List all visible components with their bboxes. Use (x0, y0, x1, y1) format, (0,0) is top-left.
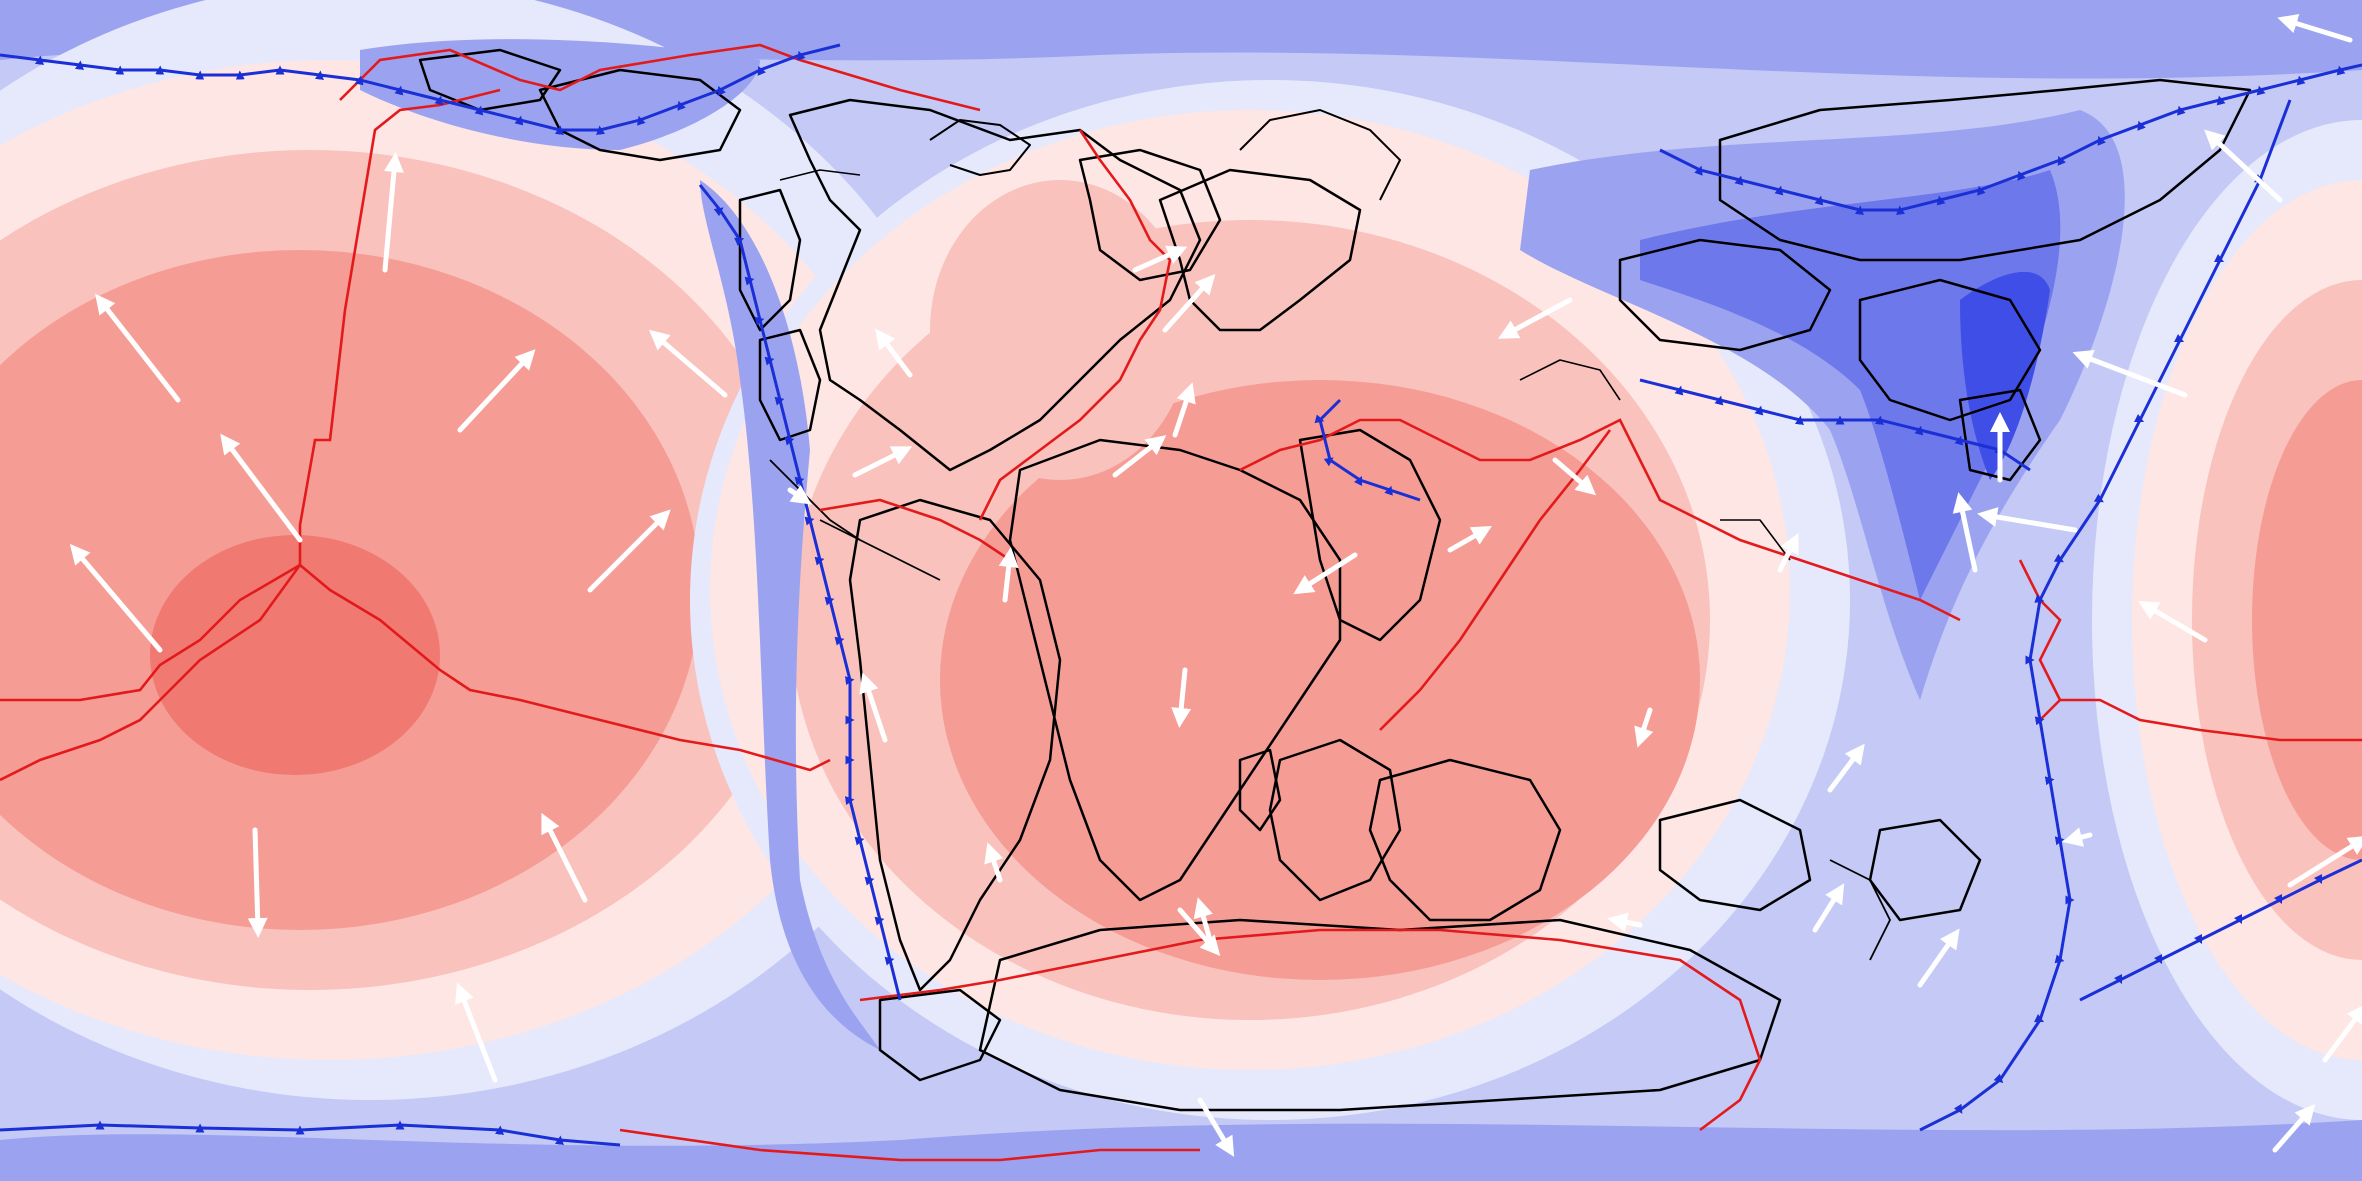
continent-india (1268, 738, 1402, 902)
velocity-arrow (1634, 707, 1654, 748)
continent-europe (1158, 168, 1362, 332)
coast-arctic-islands (929, 119, 1031, 176)
velocity-arrow (457, 349, 536, 433)
field-north-pink-1 (930, 180, 1190, 480)
velocity-arrow (1293, 552, 1358, 595)
ridge-pacific-south (0, 564, 302, 782)
subduction-nw-arc (0, 43, 841, 136)
velocity-arrow (859, 672, 888, 743)
velocity-arrow (1952, 492, 1978, 573)
ridge-central-atlantic (978, 129, 1172, 521)
velocity-arrow (998, 547, 1019, 603)
velocity-arrows (69, 13, 2362, 1157)
continent-south-china (1658, 798, 1812, 912)
velocity-arrow (1171, 667, 1192, 728)
velocity-arrow (648, 329, 728, 398)
velocity-arrow (1193, 897, 1213, 943)
continent-australia (1368, 758, 1562, 922)
velocity-arrow (787, 485, 812, 505)
velocity-arrow (1917, 928, 1960, 988)
subduction-east-pacific (1919, 99, 2292, 1132)
coast-nz (1829, 859, 1891, 961)
coast-scandinavia (1239, 109, 1401, 201)
field-west-pink-3 (150, 535, 440, 775)
subduction-west-na (698, 184, 902, 1001)
velocity-arrow (1172, 382, 1196, 438)
velocity-arrow (1827, 743, 1865, 793)
velocity-arrow (2204, 129, 2283, 203)
subduction-tethys-mid (1314, 398, 1421, 502)
subduction-south-belt (0, 1120, 621, 1147)
velocity-arrow (95, 293, 181, 403)
velocity-arrow (1977, 507, 2078, 533)
coast-gulf-nw (779, 169, 861, 181)
ridge-southwest (1379, 429, 1612, 731)
velocity-arrow (587, 509, 671, 593)
velocity-arrow (1112, 435, 1167, 478)
continent-kazakh (1618, 238, 1832, 352)
continent-madagascar (1238, 748, 1282, 832)
ridge-gondwana (859, 928, 1762, 1132)
velocity-arrow (2062, 827, 2093, 847)
velocity-arrow (69, 543, 163, 653)
velocity-arrow (541, 812, 588, 903)
velocity-arrow (2322, 1003, 2362, 1063)
ridge-south (619, 1128, 1200, 1162)
velocity-arrow (2287, 835, 2362, 888)
coast-tethys-islands (1519, 359, 1621, 401)
velocity-arrow (1552, 457, 1597, 496)
velocity-arrow (2072, 349, 2188, 398)
subduction-panthalassa-east (2079, 858, 2362, 1002)
velocity-arrow (1447, 526, 1492, 553)
ridge-pacific-west (0, 563, 301, 702)
ridge-neotethys (1439, 418, 1961, 622)
velocity-arrow (1497, 297, 1573, 339)
velocity-arrow (382, 152, 404, 273)
velocity-arrow (1812, 883, 1845, 933)
velocity-arrow (455, 982, 498, 1083)
velocity-arrow (1197, 1097, 1235, 1157)
velocity-arrow (875, 328, 913, 378)
velocity-arrow (1177, 907, 1221, 957)
velocity-arrow (2272, 1103, 2316, 1153)
velocity-arrow (984, 842, 1004, 883)
velocity-arrow (220, 433, 303, 543)
velocity-arrow (1777, 532, 1799, 573)
velocity-arrow (1607, 912, 1643, 933)
velocity-arrow (1162, 274, 1216, 333)
velocity-arrow (2138, 600, 2208, 643)
field-central-pink-2 (940, 380, 1700, 980)
subduction-zones (0, 43, 2362, 1147)
continent-greenland (1078, 148, 1222, 282)
velocity-arrow (247, 827, 268, 938)
coast-east-block-2 (1720, 519, 1791, 561)
velocity-arrow (1132, 245, 1188, 273)
velocity-arrow (2277, 13, 2353, 43)
velocity-arrow (852, 446, 913, 478)
continent-antarctic-peninsula (878, 988, 1002, 1082)
